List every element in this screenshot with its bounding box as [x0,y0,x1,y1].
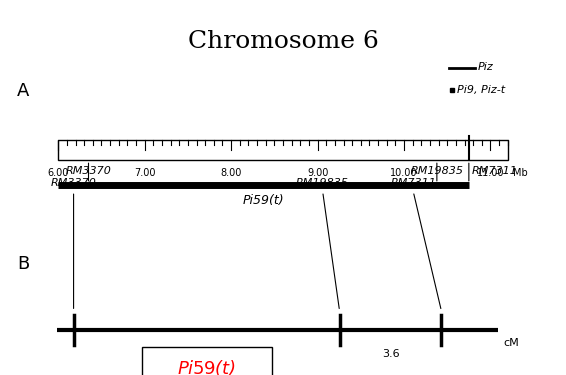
Text: 8.00: 8.00 [220,168,242,178]
Text: Piz: Piz [478,63,494,72]
Text: 9.00: 9.00 [307,168,328,178]
FancyBboxPatch shape [58,140,508,160]
Text: Chromosome 6: Chromosome 6 [187,30,379,53]
Text: Pi9, Piz-t: Pi9, Piz-t [457,85,505,95]
Text: RM7311: RM7311 [390,177,436,188]
Text: Mb: Mb [513,168,528,178]
Text: B: B [17,255,29,273]
Text: 11.00: 11.00 [477,168,504,178]
Text: Pi59(t): Pi59(t) [243,194,284,207]
FancyBboxPatch shape [142,347,272,375]
Text: RM3370: RM3370 [66,166,112,176]
Text: RM19835: RM19835 [296,177,349,188]
Text: RM19835: RM19835 [410,166,464,176]
Text: 3.6: 3.6 [381,349,400,359]
Text: 12.7: 12.7 [194,349,219,359]
Text: 10.00: 10.00 [391,168,418,178]
Text: cM: cM [504,338,520,348]
Text: RM3370: RM3370 [50,177,97,188]
Text: 6.00: 6.00 [48,168,69,178]
Text: $\mathit{Pi59}$(t): $\mathit{Pi59}$(t) [177,357,236,375]
Text: 7.00: 7.00 [134,168,156,178]
Text: RM7311: RM7311 [471,166,517,176]
Text: A: A [17,82,29,100]
